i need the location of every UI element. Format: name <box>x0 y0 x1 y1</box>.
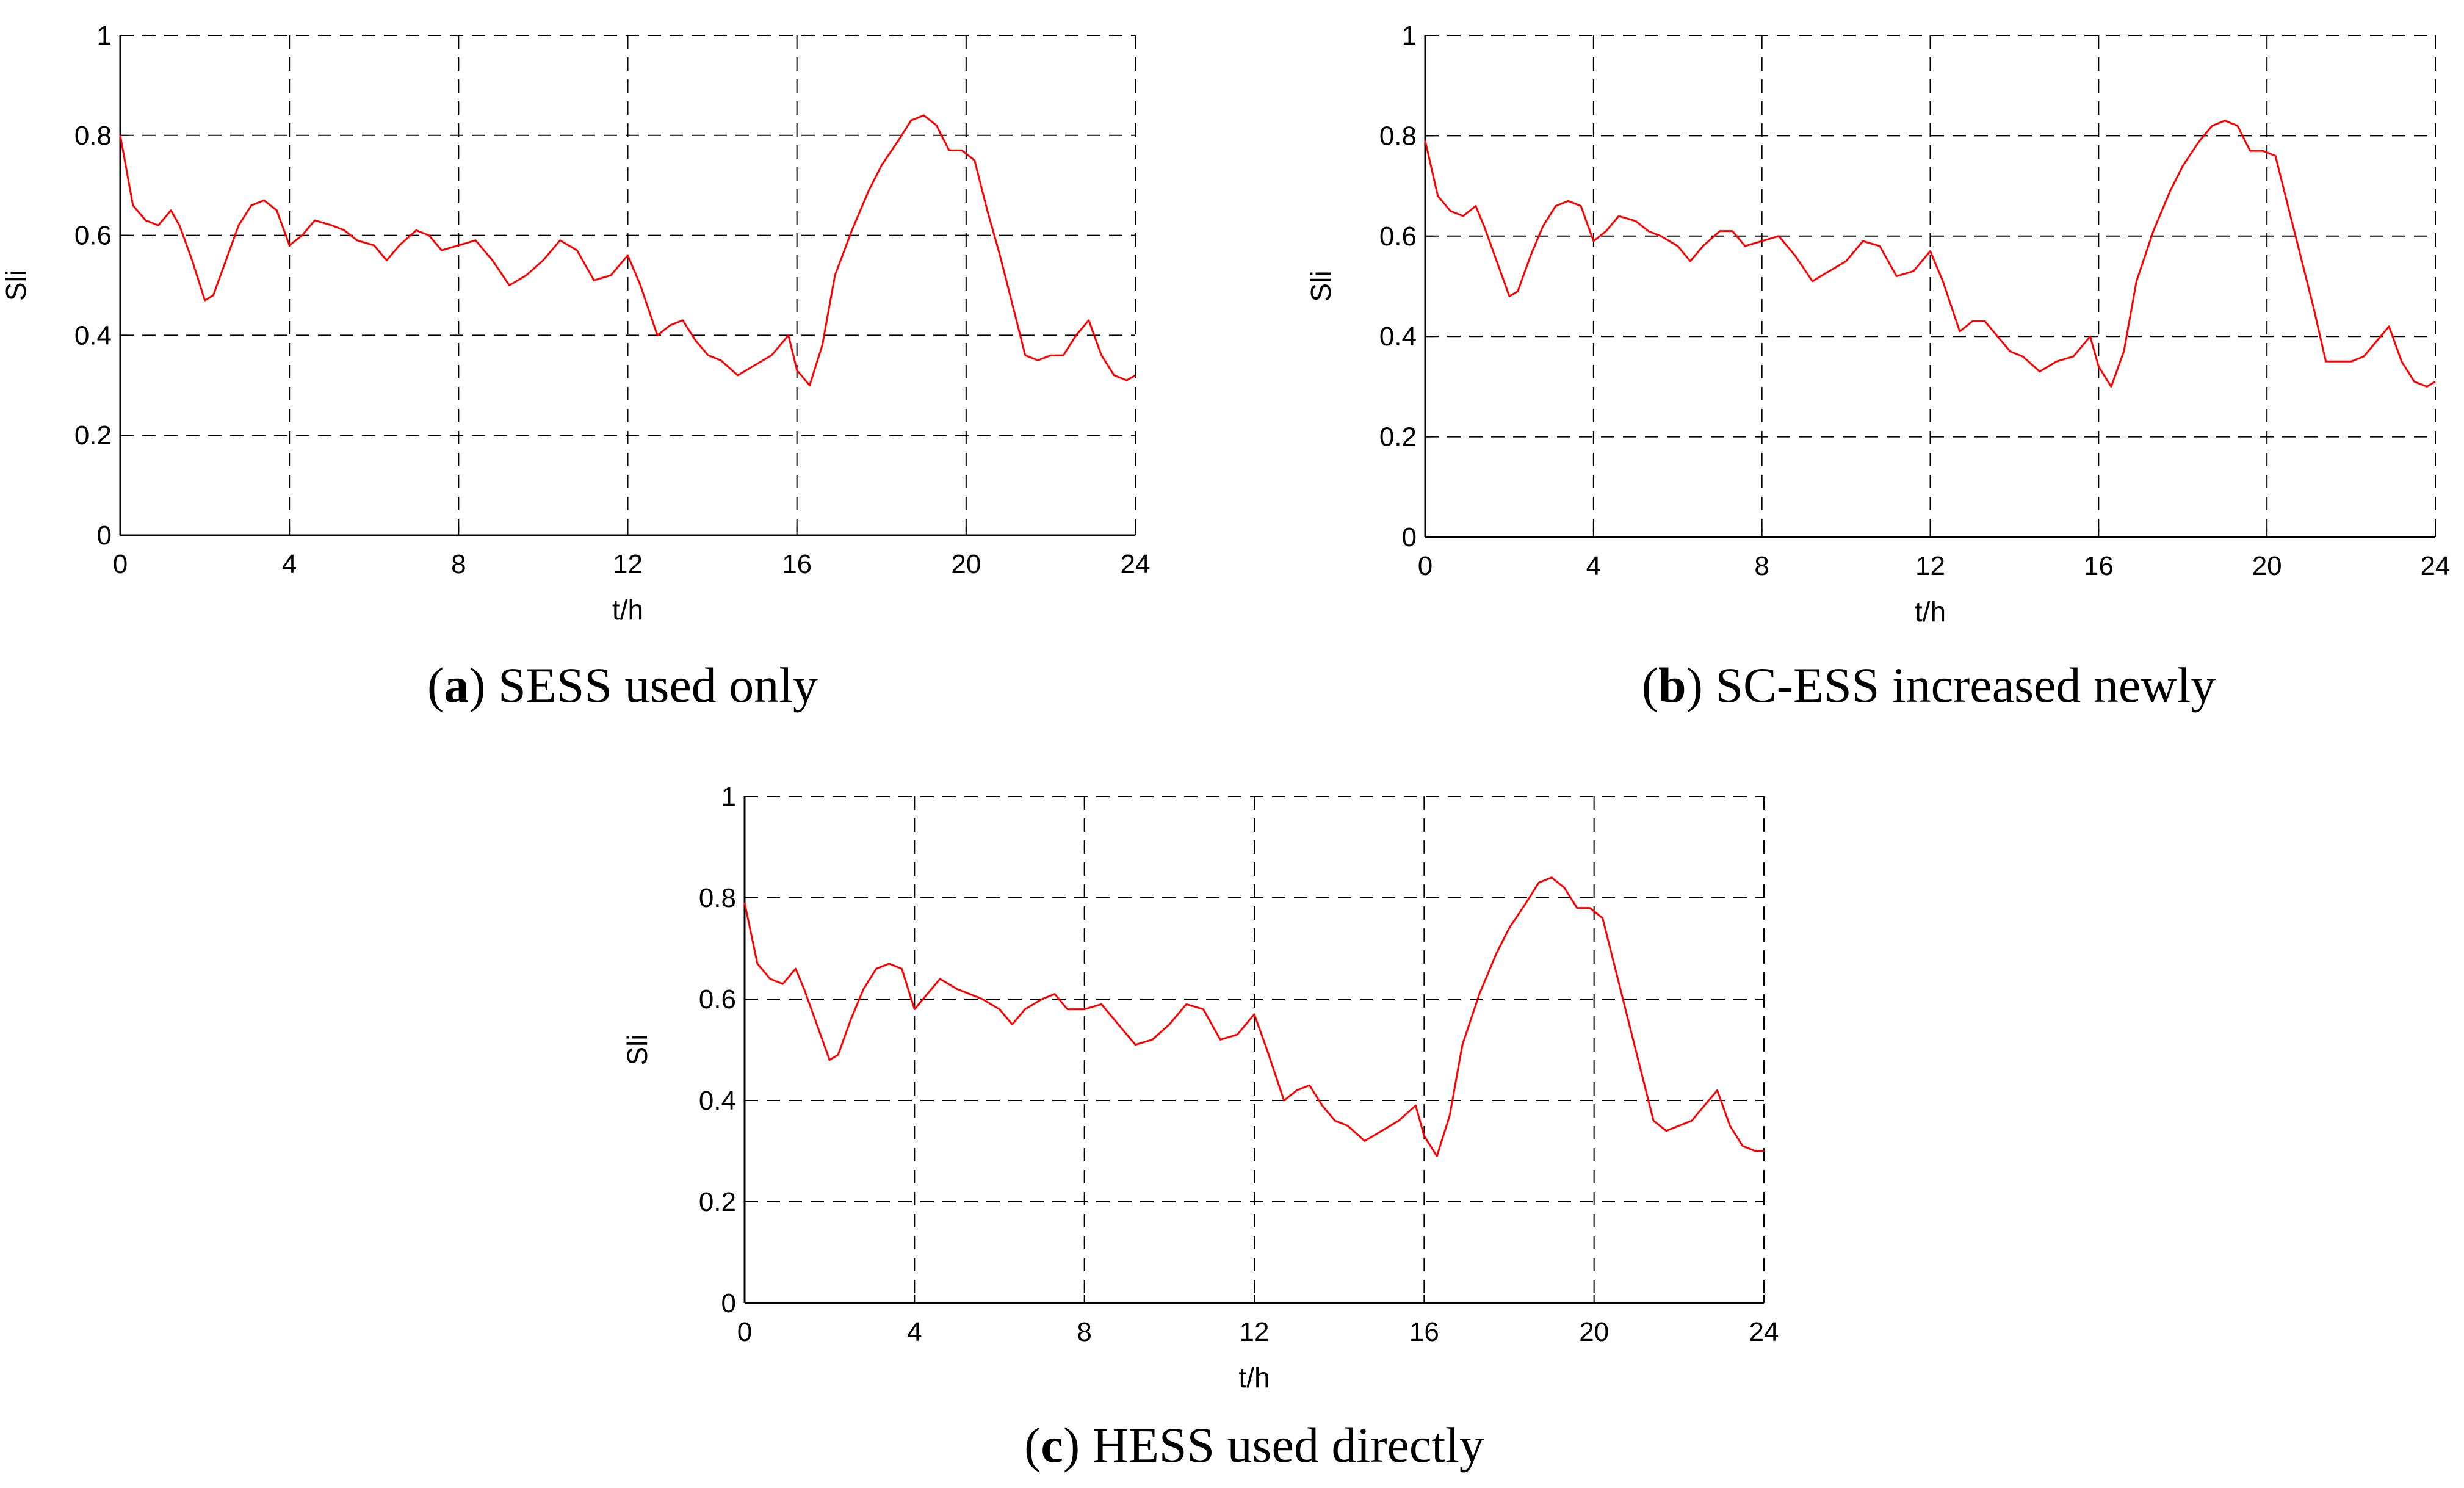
x-axis-label: t/h <box>1238 1362 1270 1393</box>
x-axis-label: t/h <box>1915 596 1946 627</box>
y-tick-label: 0.8 <box>699 883 736 913</box>
x-tick-label: 12 <box>613 549 643 579</box>
chart-panel-a: 0 4 8 12 16 20 24 0 0.2 0.4 0.6 0.8 1 t/h Sli (a) SESS … <box>0 21 1150 713</box>
x-tick-label: 24 <box>1749 1317 1779 1347</box>
caption-text: HESS used directly <box>1080 1417 1484 1473</box>
y-tick-label: 1 <box>97 21 112 51</box>
y-tick-label: 0.4 <box>74 320 112 350</box>
y-tick-label: 0.6 <box>1379 222 1417 251</box>
panel-caption: (b) SC-ESS increased newly <box>1642 657 2216 713</box>
x-tick-label: 20 <box>951 549 981 579</box>
x-tick-label: 0 <box>737 1317 752 1347</box>
y-tick-label: 0.2 <box>699 1187 736 1217</box>
y-tick-label: 1 <box>721 782 736 812</box>
y-axis-label: Sli <box>0 270 32 301</box>
chart-panel-c: 0 4 8 12 16 20 24 0 0.2 0.4 0.6 0.8 1 t/h Sli (c) HESS … <box>621 782 1779 1473</box>
x-tick-label: 8 <box>1077 1317 1091 1347</box>
caption-letter: c <box>1041 1417 1063 1473</box>
y-axis-label: Sli <box>1305 270 1337 302</box>
x-tick-label: 4 <box>282 549 297 579</box>
x-tick-label: 12 <box>1915 551 1945 581</box>
x-tick-label: 16 <box>782 549 812 579</box>
caption-open-paren: ( <box>427 657 444 713</box>
y-tick-label: 0.8 <box>1379 121 1417 151</box>
y-tick-label: 0.6 <box>699 984 736 1014</box>
panel-caption: (a) SESS used only <box>427 657 818 713</box>
caption-text: SC-ESS increased newly <box>1703 657 2216 713</box>
chart-panel-b: 0 4 8 12 16 20 24 0 0.2 0.4 0.6 0.8 1 t/h Sli (b) SC-ES… <box>1305 21 2450 713</box>
x-tick-label: 16 <box>2084 551 2114 581</box>
y-tick-label: 1 <box>1402 21 1417 51</box>
caption-letter: b <box>1658 657 1686 713</box>
y-tick-label: 0 <box>1402 522 1417 552</box>
x-tick-label: 8 <box>451 549 466 579</box>
caption-close-paren: ) <box>469 657 485 713</box>
caption-close-paren: ) <box>1063 1417 1080 1473</box>
y-tick-label: 0.2 <box>74 421 112 450</box>
caption-open-paren: ( <box>1024 1417 1041 1473</box>
x-axis-label: t/h <box>612 594 643 626</box>
y-tick-label: 0.2 <box>1379 422 1417 452</box>
panel-caption: (c) HESS used directly <box>1024 1417 1484 1473</box>
x-tick-label: 24 <box>2421 551 2451 581</box>
x-tick-label: 4 <box>1586 551 1601 581</box>
y-tick-label: 0.6 <box>74 221 112 251</box>
series-line <box>1424 120 2436 388</box>
x-tick-label: 8 <box>1754 551 1769 581</box>
series-line <box>119 114 1136 386</box>
x-tick-label: 24 <box>1121 549 1151 579</box>
caption-letter: a <box>444 657 469 713</box>
y-tick-label: 0 <box>721 1288 736 1318</box>
y-tick-label: 0 <box>97 521 112 551</box>
x-tick-label: 0 <box>1418 551 1433 581</box>
x-tick-label: 0 <box>113 549 128 579</box>
x-tick-label: 12 <box>1240 1317 1270 1347</box>
y-tick-label: 0.8 <box>74 121 112 151</box>
caption-open-paren: ( <box>1642 657 1658 713</box>
x-tick-label: 20 <box>2252 551 2282 581</box>
y-tick-label: 0.4 <box>1379 322 1417 352</box>
caption-text: SESS used only <box>486 657 818 713</box>
x-tick-label: 16 <box>1409 1317 1439 1347</box>
y-tick-label: 0.4 <box>699 1086 736 1116</box>
series-line <box>743 876 1764 1157</box>
y-axis-label: Sli <box>621 1034 653 1065</box>
x-tick-label: 4 <box>907 1317 922 1347</box>
x-tick-label: 20 <box>1579 1317 1609 1347</box>
caption-close-paren: ) <box>1686 657 1703 713</box>
